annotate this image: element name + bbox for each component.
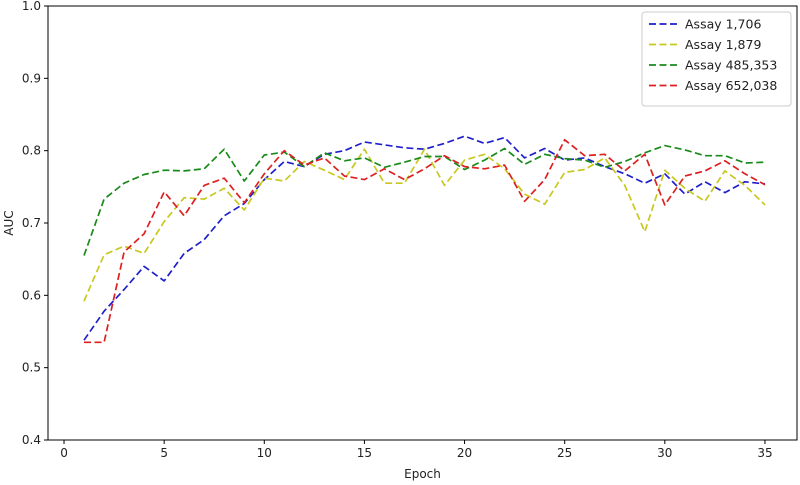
legend-entry-label: Assay 1,706 bbox=[685, 17, 761, 32]
series-line-3 bbox=[83, 144, 766, 256]
x-tick-label: 20 bbox=[457, 446, 472, 460]
series-line-4 bbox=[84, 138, 766, 344]
x-tick-label: 25 bbox=[557, 446, 572, 460]
y-tick-label: 0.6 bbox=[22, 288, 41, 302]
y-tick-label: 0.4 bbox=[22, 433, 41, 447]
y-axis-label: AUC bbox=[2, 210, 16, 235]
y-axis-ticks: 0.4 0.5 0.6 0.7 0.8 0.9 1.0 bbox=[22, 0, 48, 447]
y-tick-label: 0.7 bbox=[22, 216, 41, 230]
x-axis-ticks: 0 5 10 15 20 25 30 35 bbox=[60, 440, 773, 460]
x-tick-label: 15 bbox=[357, 446, 372, 460]
x-tick-label: 10 bbox=[257, 446, 272, 460]
series-line-1 bbox=[83, 135, 766, 341]
x-axis-label: Epoch bbox=[404, 467, 441, 481]
legend: Assay 1,706 Assay 1,879 Assay 485,353 Assay… bbox=[641, 11, 792, 107]
legend-box bbox=[641, 11, 792, 107]
legend-entry-label: Assay 652,038 bbox=[685, 78, 777, 93]
legend-entry-label: Assay 485,353 bbox=[685, 58, 777, 73]
x-tick-label: 5 bbox=[160, 446, 168, 460]
x-tick-label: 0 bbox=[60, 446, 68, 460]
y-tick-label: 1.0 bbox=[22, 0, 41, 13]
y-tick-label: 0.9 bbox=[22, 71, 41, 85]
series-layer bbox=[83, 135, 766, 344]
y-tick-label: 0.8 bbox=[22, 144, 41, 158]
x-tick-label: 30 bbox=[657, 446, 672, 460]
y-tick-label: 0.5 bbox=[22, 361, 41, 375]
legend-entry-label: Assay 1,879 bbox=[685, 37, 761, 52]
x-tick-label: 35 bbox=[757, 446, 772, 460]
series-line-2 bbox=[83, 148, 766, 302]
